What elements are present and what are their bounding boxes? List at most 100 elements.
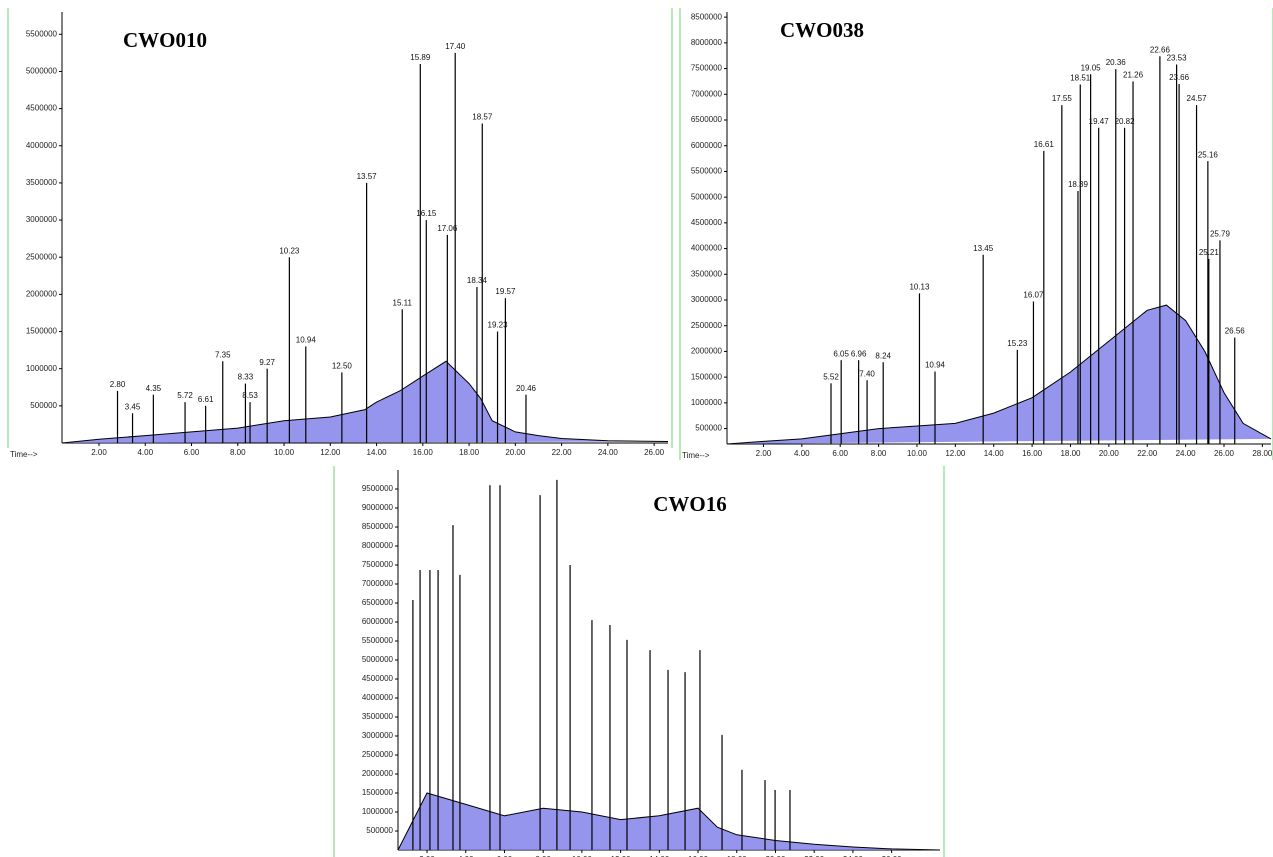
x-tick-label: 10.00 [907, 449, 928, 458]
y-tick-label: 9000000 [362, 503, 394, 512]
x-tick-label: 22.00 [804, 855, 825, 857]
x-tick-label: 4.00 [794, 449, 810, 458]
x-tick-label: 12.00 [945, 449, 966, 458]
x-tick-label: 20.00 [505, 448, 526, 457]
x-tick-label: 16.00 [413, 448, 434, 457]
peak-label: 17.55 [1052, 94, 1073, 103]
peak-label: 18.51 [1070, 74, 1091, 83]
x-tick-label: 8.00 [230, 448, 246, 457]
peak-label: 10.23 [279, 246, 300, 255]
y-tick-label: 3500000 [26, 178, 58, 187]
x-tick-label: 26.00 [644, 448, 665, 457]
peak-label: 10.94 [925, 361, 946, 370]
peak-label: 21.26 [1123, 71, 1144, 80]
peak-label: 8.24 [875, 351, 891, 360]
x-tick-label: 18.00 [727, 855, 748, 857]
panel: 500000 1000000 1500000 2000000 2500000 300000… [333, 466, 945, 857]
y-tick-label: 5000000 [691, 192, 723, 201]
peak-label: 10.94 [296, 336, 317, 345]
y-tick-label: 4500000 [691, 218, 723, 227]
y-tick-label: 3000000 [26, 215, 58, 224]
peak-label: 23.53 [1167, 54, 1188, 63]
y-tick-label: 500000 [366, 826, 393, 835]
peak-label: 17.06 [437, 224, 458, 233]
x-tick-label: 8.00 [871, 449, 887, 458]
peak-label: 15.89 [410, 53, 431, 62]
peak-label: 18.57 [472, 113, 493, 122]
peak-label: 19.57 [495, 287, 516, 296]
x-tick-label: 12.00 [611, 855, 632, 857]
y-tick-label: 500000 [695, 424, 722, 433]
peak-label: 10.13 [909, 282, 930, 291]
x-tick-label: 6.00 [497, 855, 513, 857]
peak-label: 16.61 [1034, 140, 1055, 149]
x-tick-label: 4.00 [137, 448, 153, 457]
peak-label: 23.66 [1169, 73, 1190, 82]
peak-label: 15.11 [393, 298, 413, 307]
y-tick-label: 2000000 [26, 289, 58, 298]
peak-label: 6.96 [851, 349, 867, 358]
y-tick-label: 1500000 [362, 788, 394, 797]
x-tick-label: 16.00 [1022, 449, 1043, 458]
peak-label: 7.40 [859, 369, 875, 378]
peak-label: 8.53 [242, 391, 258, 400]
peak-label: 20.36 [1106, 58, 1127, 67]
panel-frame [334, 466, 944, 857]
y-tick-label: 6000000 [362, 617, 394, 626]
peak-label: 7.35 [215, 350, 231, 359]
y-tick-label: 5000000 [26, 67, 58, 76]
y-tick-label: 2500000 [691, 321, 723, 330]
y-tick-label: 7000000 [691, 89, 723, 98]
y-tick-label: 5000000 [362, 655, 394, 664]
y-tick-label: 8000000 [691, 38, 723, 47]
peak-label: 15.23 [1007, 339, 1028, 348]
y-tick-label: 2500000 [26, 252, 58, 261]
y-tick-label: 2000000 [362, 769, 394, 778]
x-axis-label: Time--> [682, 451, 710, 460]
y-tick-label: 1500000 [691, 372, 723, 381]
y-tick-label: 1000000 [26, 364, 58, 373]
y-tick-label: 3000000 [362, 731, 394, 740]
y-tick-label: 7000000 [362, 579, 394, 588]
peak-label: 25.21 [1199, 248, 1220, 257]
x-tick-label: 20.00 [1099, 449, 1120, 458]
peak-label: 19.05 [1081, 63, 1102, 72]
y-tick-label: 7500000 [362, 560, 394, 569]
peak-label: 5.52 [823, 372, 839, 381]
peak-label: 12.50 [332, 362, 353, 371]
x-tick-label: 28.00 [1252, 449, 1273, 458]
peak-label: 20.82 [1115, 117, 1136, 126]
y-tick-label: 4000000 [362, 693, 394, 702]
y-tick-label: 8500000 [362, 522, 394, 531]
peak-label: 25.79 [1210, 229, 1231, 238]
baseline-hump [397, 792, 941, 851]
peak-label: 18.34 [467, 276, 488, 285]
peak-label: 13.45 [973, 244, 994, 253]
x-tick-label: 14.00 [649, 855, 670, 857]
x-tick-label: 26.00 [1214, 449, 1235, 458]
peak-label: 26.56 [1225, 327, 1246, 336]
peak-label: 5.72 [177, 391, 193, 400]
x-tick-label: 8.00 [535, 855, 551, 857]
y-tick-label: 6500000 [691, 115, 723, 124]
panel-frame [8, 8, 672, 448]
y-tick-label: 6500000 [362, 598, 394, 607]
peak-label: 20.46 [516, 384, 537, 393]
peak-label: 19.47 [1089, 117, 1110, 126]
y-tick-label: 4000000 [691, 244, 723, 253]
x-tick-label: 20.00 [765, 855, 786, 857]
peak-label: 16.15 [416, 209, 437, 218]
y-tick-label: 4500000 [26, 104, 58, 113]
x-tick-label: 26.00 [882, 855, 903, 857]
peak-label: 8.33 [238, 373, 254, 382]
x-axis-label: Time--> [10, 450, 38, 459]
x-tick-label: 14.00 [367, 448, 388, 457]
y-tick-label: 3500000 [691, 269, 723, 278]
chart-title: CWO010 [123, 28, 207, 52]
y-tick-label: 1000000 [362, 807, 394, 816]
y-tick-label: 3000000 [691, 295, 723, 304]
x-tick-label: 22.00 [1137, 449, 1158, 458]
peak-label: 16.07 [1023, 291, 1044, 300]
